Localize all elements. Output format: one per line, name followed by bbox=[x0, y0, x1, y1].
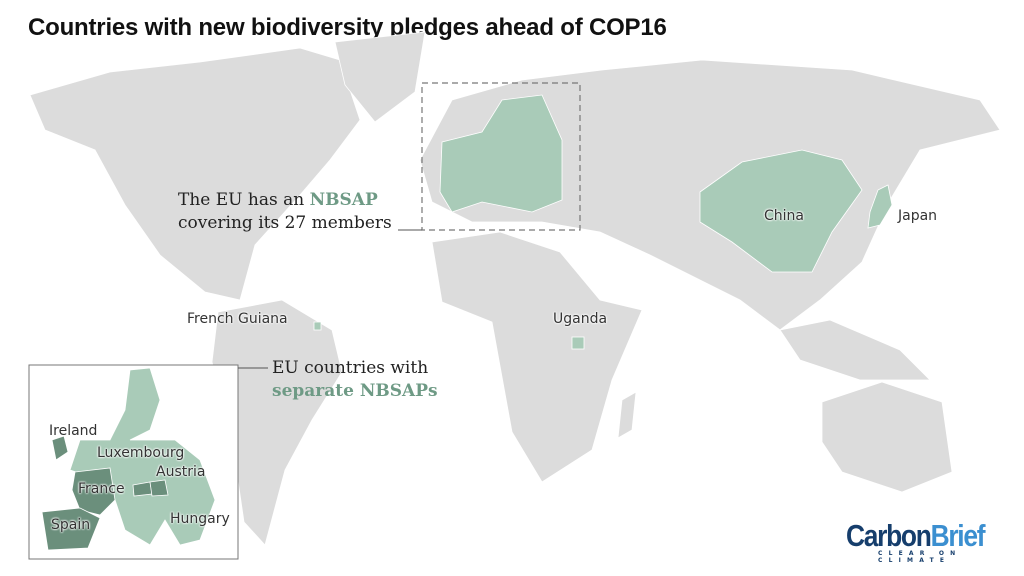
eu-dashed-box bbox=[421, 82, 581, 231]
inset-label-hungary: Hungary bbox=[170, 511, 230, 527]
french-guiana bbox=[313, 321, 322, 331]
eu-annotation-line2: covering its 27 members bbox=[178, 213, 392, 233]
southeast-asia bbox=[779, 319, 931, 381]
inset-label-luxembourg: Luxembourg bbox=[97, 445, 185, 461]
inset-label-austria: Austria bbox=[156, 464, 206, 480]
eu-annotation-text: The EU has an bbox=[178, 190, 310, 210]
inset-annotation-highlight: separate NBSAPs bbox=[272, 381, 438, 401]
inset-spain bbox=[41, 507, 101, 551]
inset-label-ireland: Ireland bbox=[49, 423, 98, 439]
china bbox=[699, 149, 863, 273]
eu-annotation-highlight: NBSAP bbox=[309, 190, 378, 210]
logo-tagline: CLEAR ON CLIMATE bbox=[878, 550, 962, 564]
label-french-guiana: French Guiana bbox=[187, 311, 288, 327]
inset-label-spain: Spain bbox=[51, 517, 91, 533]
greenland bbox=[334, 31, 426, 123]
inset-hungary bbox=[149, 479, 169, 497]
japan bbox=[867, 184, 893, 229]
inset-ireland bbox=[51, 435, 69, 461]
inset-france bbox=[71, 467, 116, 516]
madagascar bbox=[617, 391, 637, 439]
inset-annotation: EU countries with separate NBSAPs bbox=[272, 357, 438, 403]
inset-eu bbox=[69, 367, 216, 546]
north-america bbox=[29, 47, 361, 301]
eu-annotation: The EU has an NBSAP covering its 27 memb… bbox=[178, 189, 392, 235]
uganda bbox=[571, 336, 585, 350]
inset-annotation-text: EU countries with bbox=[272, 358, 429, 378]
eu-member-states bbox=[439, 94, 563, 213]
inset-label-france: France bbox=[78, 481, 125, 497]
logo-carbon: Carbon bbox=[846, 518, 932, 553]
australia bbox=[821, 381, 953, 493]
logo-brief: Brief bbox=[930, 518, 986, 553]
map-title: Countries with new biodiversity pledges … bbox=[28, 14, 667, 41]
label-uganda: Uganda bbox=[553, 311, 608, 327]
carbonbrief-logo: CarbonBrief CLEAR ON CLIMATE bbox=[846, 518, 1024, 564]
label-japan: Japan bbox=[898, 208, 938, 224]
label-china: China bbox=[764, 208, 804, 224]
inset-austria bbox=[132, 481, 153, 497]
africa bbox=[431, 231, 643, 483]
